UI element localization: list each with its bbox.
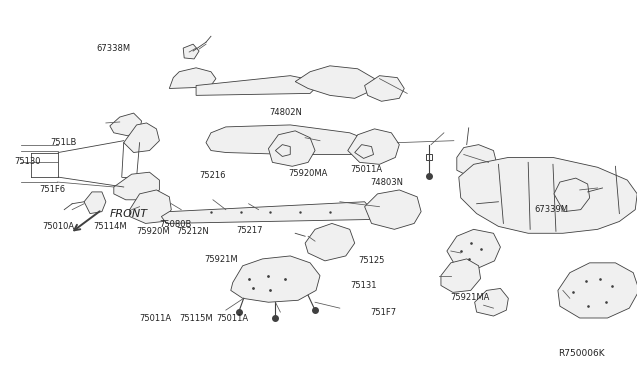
Text: 75130: 75130 bbox=[14, 157, 41, 166]
Polygon shape bbox=[161, 202, 372, 224]
Polygon shape bbox=[475, 288, 508, 316]
Text: 75011A: 75011A bbox=[351, 165, 383, 174]
Text: 75114M: 75114M bbox=[93, 222, 127, 231]
Text: R750006K: R750006K bbox=[559, 349, 605, 358]
Text: 75011A: 75011A bbox=[139, 314, 172, 323]
Polygon shape bbox=[183, 44, 199, 59]
Text: 751F6: 751F6 bbox=[40, 185, 66, 194]
Polygon shape bbox=[355, 145, 374, 158]
Polygon shape bbox=[124, 123, 159, 153]
Polygon shape bbox=[295, 66, 374, 98]
Polygon shape bbox=[459, 157, 637, 233]
Text: 75920MA: 75920MA bbox=[288, 169, 328, 178]
Text: 75080B: 75080B bbox=[159, 220, 191, 229]
Text: 75921MA: 75921MA bbox=[451, 293, 490, 302]
Text: 751F7: 751F7 bbox=[371, 308, 397, 317]
Polygon shape bbox=[114, 172, 159, 200]
Text: 75115M: 75115M bbox=[179, 314, 212, 323]
Text: 74803N: 74803N bbox=[371, 178, 404, 187]
Polygon shape bbox=[554, 178, 589, 212]
Polygon shape bbox=[365, 190, 421, 230]
Polygon shape bbox=[231, 256, 320, 302]
Polygon shape bbox=[365, 76, 404, 101]
Polygon shape bbox=[447, 230, 500, 269]
Text: 75011A: 75011A bbox=[216, 314, 248, 323]
Text: 75920M: 75920M bbox=[136, 227, 170, 236]
Text: 75131: 75131 bbox=[351, 281, 377, 290]
Text: 67339M: 67339M bbox=[534, 205, 568, 214]
Polygon shape bbox=[130, 190, 172, 224]
Text: 67338M: 67338M bbox=[97, 44, 131, 53]
Polygon shape bbox=[170, 68, 216, 89]
Polygon shape bbox=[110, 113, 141, 136]
Text: FRONT: FRONT bbox=[110, 209, 148, 219]
Polygon shape bbox=[206, 125, 369, 154]
Polygon shape bbox=[457, 145, 497, 177]
Polygon shape bbox=[268, 131, 315, 166]
Polygon shape bbox=[348, 129, 399, 164]
Polygon shape bbox=[275, 145, 291, 157]
Text: 74802N: 74802N bbox=[269, 108, 302, 117]
Text: 75010A: 75010A bbox=[42, 222, 74, 231]
Text: 75212N: 75212N bbox=[177, 227, 209, 236]
Polygon shape bbox=[84, 192, 106, 214]
Text: 75125: 75125 bbox=[358, 256, 385, 264]
Polygon shape bbox=[441, 259, 481, 292]
Polygon shape bbox=[558, 263, 639, 318]
Text: 75216: 75216 bbox=[200, 170, 226, 180]
Polygon shape bbox=[305, 224, 355, 261]
Text: 75921M: 75921M bbox=[205, 255, 238, 264]
Text: 751LB: 751LB bbox=[51, 138, 77, 147]
Text: 75217: 75217 bbox=[236, 226, 263, 235]
Polygon shape bbox=[196, 76, 318, 95]
